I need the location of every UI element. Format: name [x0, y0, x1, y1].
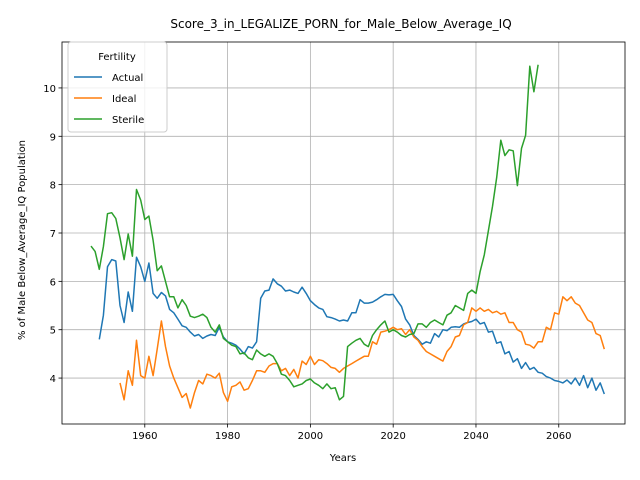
y-tick-label: 7	[50, 229, 56, 240]
x-axis-label: Years	[329, 453, 356, 464]
y-axis: 4 5 6 7 8 9 10	[43, 84, 62, 385]
legend-label-sterile: Sterile	[112, 115, 144, 126]
series-lines	[90, 64, 606, 409]
x-tick-label: 2060	[546, 431, 571, 442]
y-tick-label: 5	[50, 326, 56, 337]
x-tick-label: 1980	[215, 431, 240, 442]
y-tick-label: 10	[43, 84, 56, 95]
series-line-sterile	[90, 64, 539, 401]
series-line-ideal	[119, 296, 606, 409]
legend-label-actual: Actual	[112, 73, 143, 84]
x-axis: 1960 1980 2000 2020 2040 2060	[132, 424, 571, 442]
series-line-actual	[98, 256, 606, 395]
x-tick-label: 1960	[132, 431, 157, 442]
x-tick-label: 2040	[463, 431, 488, 442]
grid-lines	[62, 42, 625, 424]
y-tick-label: 4	[50, 374, 56, 385]
legend: Fertility Actual Ideal Sterile	[67, 41, 168, 133]
y-axis-label: % of Male Below_Average_IQ Population	[17, 140, 28, 340]
x-tick-label: 2020	[380, 431, 405, 442]
legend-box	[67, 41, 168, 133]
legend-title: Fertility	[98, 52, 136, 63]
y-tick-label: 6	[50, 277, 56, 288]
y-tick-label: 9	[50, 132, 56, 143]
x-tick-label: 2000	[298, 431, 323, 442]
legend-label-ideal: Ideal	[112, 94, 136, 105]
y-tick-label: 8	[50, 181, 56, 192]
chart-title: Score_3_in_LEGALIZE_PORN_for_Male_Below_…	[170, 17, 511, 31]
